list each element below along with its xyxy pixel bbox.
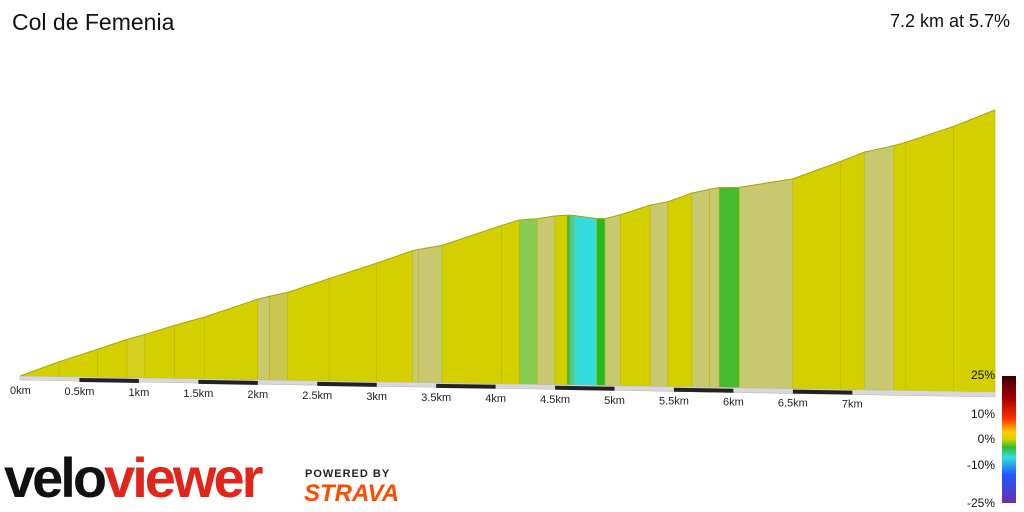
km-bar: [317, 381, 377, 387]
km-bar: [673, 387, 734, 393]
profile-segment: [596, 218, 606, 386]
colorbar-tick-25: 25%: [970, 368, 995, 382]
profile-segment: [501, 219, 520, 385]
colorbar-tick-0: 0%: [977, 432, 995, 446]
profile-segment: [570, 214, 575, 386]
km-bar: [792, 389, 853, 395]
x-axis: [19, 375, 996, 398]
x-tick-label: 2km: [247, 389, 268, 401]
profile-segment: [126, 334, 146, 379]
x-tick-label: 5.5km: [659, 396, 689, 408]
profile-segment: [863, 145, 895, 391]
x-tick-labels: 0km 0.5km 1km 1.5km 2km 2.5km 3km 3.5km 4km 4.5km…: [10, 385, 863, 411]
profile-outline: [19, 109, 996, 377]
x-tick-label: 0km: [10, 385, 31, 397]
profile-segment: [96, 338, 128, 379]
climb-summary: 7.2 km at 5.7%: [889, 11, 1010, 31]
km-bar: [198, 379, 258, 385]
gradient-colorbar: [1002, 376, 1016, 503]
profile-segment: [840, 151, 865, 391]
profile-segment: [573, 215, 597, 386]
profile-segment: [519, 218, 538, 385]
colorbar-tick-10: 10%: [970, 407, 995, 421]
x-tick-label: 1.5km: [183, 388, 213, 400]
x-tick-label: 3km: [366, 391, 387, 403]
x-tick-label: 7km: [842, 399, 863, 411]
x-tick-label: 4km: [485, 393, 506, 405]
colorbar-tick-minus10: -10%: [966, 458, 995, 472]
km-bar: [436, 383, 496, 389]
strava-logo: STRAVA: [304, 480, 400, 507]
profile-segment: [412, 249, 419, 383]
profile-segment: [58, 348, 98, 378]
x-tick-label: 2.5km: [302, 390, 332, 402]
profile-segment: [328, 262, 378, 383]
profile-segment: [536, 215, 556, 386]
profile-segment: [718, 187, 740, 389]
profile-segment: [269, 292, 288, 381]
profile-segment: [620, 204, 651, 387]
km-bar: [79, 377, 139, 383]
profile-segment: [893, 141, 907, 391]
chart-title: Col de Femenia: [12, 9, 175, 35]
profile-segment: [905, 125, 954, 392]
profile-segment: [649, 201, 669, 387]
x-tick-label: 6km: [723, 397, 744, 409]
veloviewer-logo: veloviewer: [4, 446, 263, 509]
powered-by-label: POWERED BY: [305, 468, 391, 480]
profile-segment: [441, 225, 502, 385]
x-tick-label: 1km: [129, 387, 150, 399]
profile-segment: [554, 214, 568, 386]
profile-segment: [691, 188, 710, 388]
profile-segment: [566, 214, 571, 386]
profile-segment: [287, 278, 330, 382]
profile-segment: [257, 295, 270, 381]
profile-segment: [604, 214, 621, 387]
axis-strip: [19, 375, 996, 398]
profile-segment: [739, 178, 794, 389]
profile-segment: [174, 316, 205, 380]
x-tick-label: 0.5km: [64, 386, 94, 398]
km-bar: [555, 385, 615, 391]
x-tick-label: 5km: [604, 395, 625, 407]
colorbar-tick-minus25: -25%: [966, 496, 995, 510]
profile-segment: [203, 298, 259, 381]
profile-segment: [376, 250, 413, 383]
x-tick-label: 3.5km: [421, 392, 451, 404]
x-tick-label: 6.5km: [778, 398, 808, 410]
profile-segment: [667, 192, 693, 388]
x-tick-label: 4.5km: [540, 394, 570, 406]
profile-segment: [792, 161, 841, 390]
profile-segments: [19, 109, 996, 393]
km-marker-bars: [79, 377, 853, 395]
profile-segment: [418, 245, 443, 384]
profile-segment: [953, 109, 996, 393]
profile-segment: [709, 187, 720, 388]
